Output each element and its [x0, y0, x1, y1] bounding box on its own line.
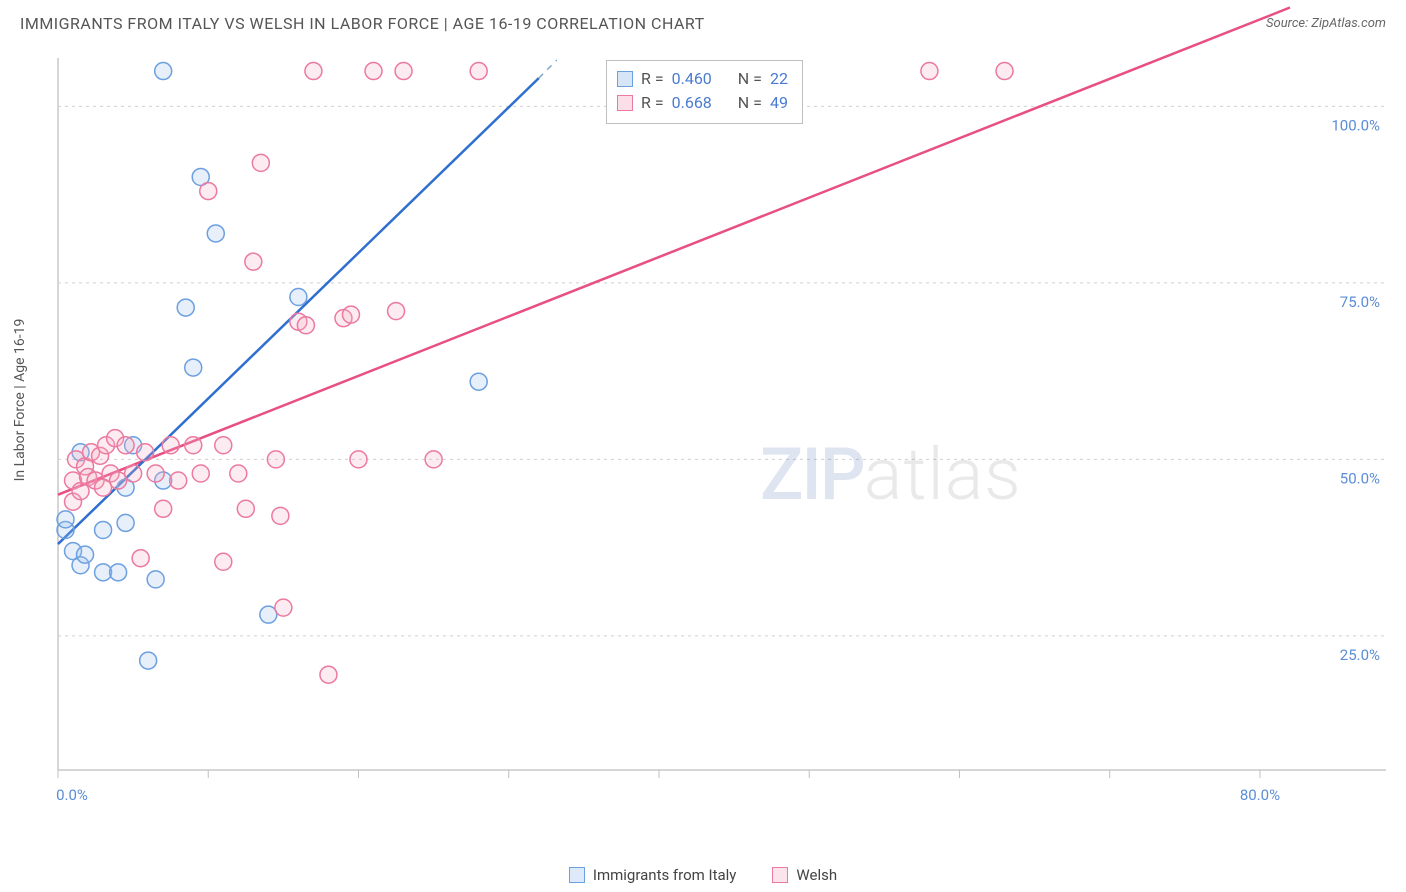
- legend: Immigrants from Italy Welsh: [0, 866, 1406, 884]
- svg-text:75.0%: 75.0%: [1340, 293, 1380, 311]
- svg-text:80.0%: 80.0%: [1240, 786, 1280, 804]
- legend-swatch-italy: [569, 867, 585, 883]
- stats-r-value-italy: 0.460: [672, 67, 712, 91]
- stats-r-value-welsh: 0.668: [672, 91, 712, 115]
- chart-header: IMMIGRANTS FROM ITALY VS WELSH IN LABOR …: [0, 0, 1406, 45]
- svg-text:25.0%: 25.0%: [1340, 646, 1380, 664]
- source-attribution: Source: ZipAtlas.com: [1266, 16, 1386, 31]
- stats-swatch-italy: [617, 71, 633, 87]
- svg-text:0.0%: 0.0%: [56, 786, 88, 804]
- correlation-stats-box: R = 0.460 N = 22 R = 0.668 N = 49: [606, 60, 803, 124]
- legend-label-welsh: Welsh: [796, 866, 837, 884]
- stats-row-welsh: R = 0.668 N = 49: [617, 91, 788, 115]
- stats-swatch-welsh: [617, 95, 633, 111]
- svg-text:50.0%: 50.0%: [1340, 469, 1380, 487]
- plot-svg: 25.0% 50.0% 75.0% 100.0% 0.0% 80.0%: [50, 52, 1386, 812]
- legend-swatch-welsh: [772, 867, 788, 883]
- chart-title: IMMIGRANTS FROM ITALY VS WELSH IN LABOR …: [20, 14, 705, 33]
- stats-r-label: R =: [641, 67, 664, 91]
- svg-text:100.0%: 100.0%: [1331, 116, 1380, 134]
- legend-item-italy: Immigrants from Italy: [569, 866, 737, 884]
- scatter-plot: 25.0%50.0%75.0%100.0%0.0%80.0% ZIPatlas …: [50, 52, 1386, 812]
- stats-row-italy: R = 0.460 N = 22: [617, 67, 788, 91]
- y-axis-label: In Labor Force | Age 16-19: [12, 319, 28, 482]
- stats-n-value-italy: 22: [770, 67, 788, 91]
- stats-n-label: N =: [738, 91, 762, 115]
- legend-label-italy: Immigrants from Italy: [593, 866, 737, 884]
- stats-n-label: N =: [738, 67, 762, 91]
- stats-r-label: R =: [641, 91, 664, 115]
- legend-item-welsh: Welsh: [772, 866, 837, 884]
- stats-n-value-welsh: 49: [770, 91, 788, 115]
